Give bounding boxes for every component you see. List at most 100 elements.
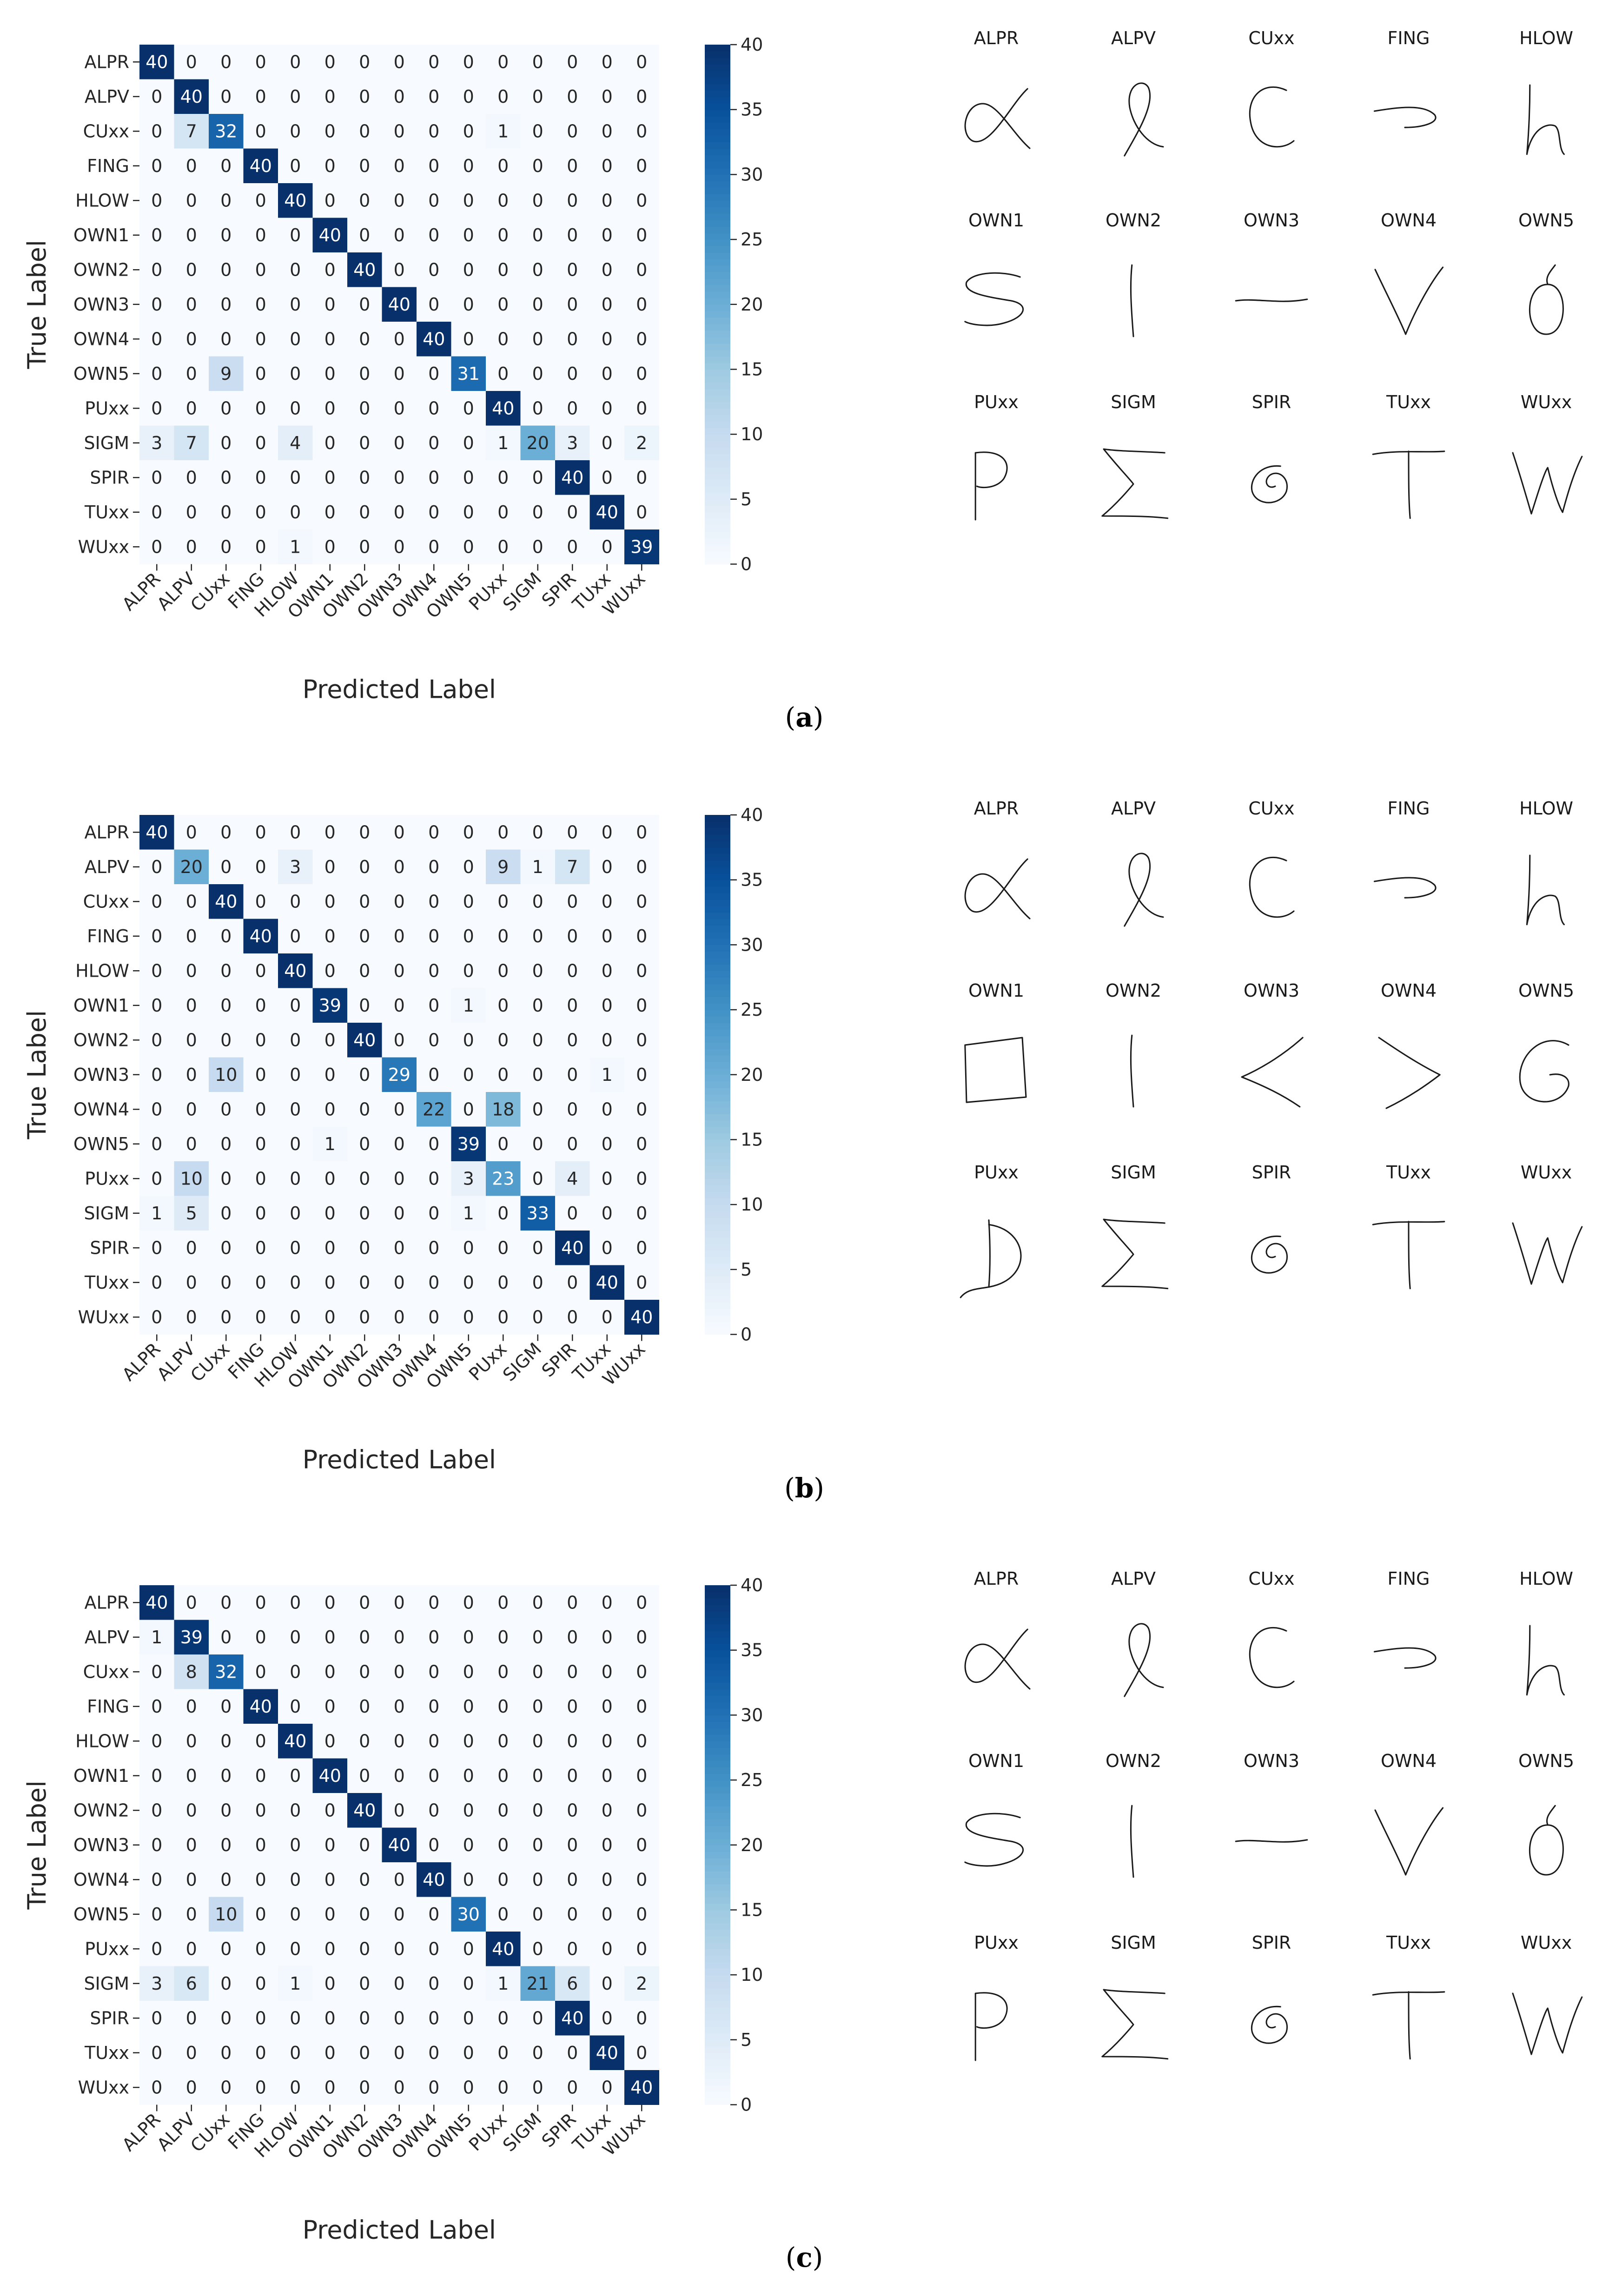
colorbar-segment [705,1669,730,1677]
cell-value-label: 0 [532,1272,543,1293]
heatmap-cell [243,1932,278,1966]
heatmap-cell [209,1724,244,1759]
caption-open-paren: ( [786,2242,796,2273]
cell-value-label: 0 [359,190,370,211]
cell-value-label: 0 [151,1661,162,1682]
colorbar-tick-label: 30 [741,164,763,185]
heatmap-cell [520,183,556,218]
heatmap-cell [382,919,417,954]
colorbar-segment [705,2026,730,2034]
colorbar-segment [705,1302,730,1309]
cell-value-label: 0 [428,467,439,488]
cell-value-label: 0 [290,329,301,349]
colorbar-segment [705,271,730,279]
x-tick-label: ALPV [153,2109,199,2155]
colorbar-segment [705,1172,730,1179]
heatmap-cell [520,1793,556,1828]
cell-value-label: 0 [255,52,266,72]
cell-value-label: 0 [497,995,509,1016]
cell-value-label: 0 [532,398,543,418]
heatmap-cell [347,252,382,287]
cell-value-label: 0 [428,2008,439,2028]
cell-value-label: 0 [324,1869,336,1890]
heatmap-cell [209,183,244,218]
cell-value-label: 0 [220,1592,232,1613]
cell-value-label: 40 [492,398,514,418]
x-tick-label: ALPR [118,569,164,615]
heatmap-cell [347,884,382,919]
colorbar-segment [705,2059,730,2066]
cell-value-label: 40 [492,1939,514,1959]
heatmap-cell [382,1300,417,1335]
heatmap-cell [417,1724,451,1759]
heatmap-cell [243,322,278,357]
cell-value-label: 0 [290,1800,301,1820]
heatmap-cell [486,1862,521,1897]
cell-value-label: 0 [220,1134,232,1154]
heatmap-cell [555,2070,590,2105]
sample-glyph-vertical-line [1130,1034,1134,1108]
cell-value-label: 0 [497,2043,509,2063]
cell-value-label: 0 [255,2008,266,2028]
cell-value-label: 0 [497,1627,509,1648]
heatmap-cell [278,1932,313,1966]
cell-value-label: 0 [602,536,613,557]
heatmap-cell [174,1161,209,1196]
colorbar-segment [705,1741,730,1748]
heatmap-cell [417,1689,451,1724]
x-axis-title: Predicted Label [303,1445,496,1475]
heatmap-cell [451,1654,486,1689]
heatmap-cell [312,79,348,114]
cell-value-label: 0 [394,433,405,453]
cell-value-label: 0 [602,822,613,842]
cell-value-label: 0 [428,822,439,842]
heatmap-cell [382,1023,417,1058]
heatmap-cell [243,1161,278,1196]
panel-caption: (b) [784,1472,824,1504]
cell-value-label: 39 [630,536,653,557]
colorbar-segment [705,1035,730,1043]
colorbar-tick-label: 10 [741,1965,763,1985]
heatmap-cell [624,1585,659,1620]
heatmap-cell [486,1196,521,1231]
cell-value-label: 0 [532,1592,543,1613]
heatmap-cell [278,1862,313,1897]
heatmap-cell [555,529,590,564]
colorbar-segment [705,1282,730,1290]
cell-value-label: 0 [359,1939,370,1959]
sample-glyph-s-zigzag [964,272,1024,326]
heatmap-cell [555,1300,590,1335]
cell-value-label: 0 [186,259,197,280]
cell-value-label: 0 [324,294,336,315]
cell-value-label: 0 [359,225,370,245]
cell-value-label: 0 [602,1696,613,1717]
cell-value-label: 0 [394,329,405,349]
cell-value-label: 0 [394,1168,405,1189]
cell-value-label: 0 [567,1307,578,1327]
heatmap-cell [624,2070,659,2105]
heatmap-cell [555,252,590,287]
cell-value-label: 0 [636,156,647,176]
heatmap-cell [589,183,625,218]
confusion-matrix-panel-15-2: 40 0 0 0 0 0 0 0 0 0 0 0 0 0 01 39 0 0 0 0 0 0 0 0 0 0 0 0 00 8 32 0 0 0 0… [22,1568,1583,2273]
cell-value-label: 0 [186,2043,197,2063]
cell-value-label: 0 [636,822,647,842]
colorbar-segment [705,226,730,233]
cell-value-label: 0 [220,1835,232,1855]
cell-value-label: 0 [359,1203,370,1224]
colorbar-segment [705,919,730,926]
cell-value-label: 0 [324,1627,336,1648]
y-tick-label: OWN1 [73,995,129,1016]
cell-value-label: 0 [428,960,439,981]
heatmap-cell [243,1793,278,1828]
colorbar-segment [705,1787,730,1793]
heatmap-cell [312,1724,348,1759]
cell-value-label: 0 [636,1939,647,1959]
heatmap-cell [486,1654,521,1689]
colorbar-tick-label: 15 [741,359,763,379]
cell-value-label: 3 [463,1168,474,1189]
colorbar-segment [705,2007,730,2014]
heatmap-cell [243,183,278,218]
cell-value-label: 40 [596,502,618,523]
heatmap-cell [278,218,313,253]
